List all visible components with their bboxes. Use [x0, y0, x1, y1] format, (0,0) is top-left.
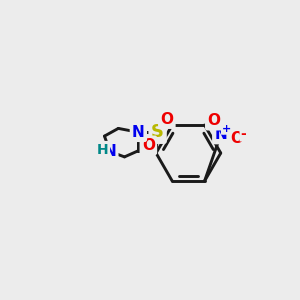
Text: O: O: [142, 138, 155, 153]
Text: S: S: [151, 123, 164, 141]
Text: +: +: [221, 124, 231, 134]
Text: O: O: [160, 112, 173, 127]
Text: -: -: [240, 127, 246, 141]
Text: N: N: [132, 125, 145, 140]
Text: O: O: [207, 113, 220, 128]
Text: N: N: [214, 127, 227, 142]
Text: O: O: [230, 131, 243, 146]
Text: N: N: [103, 144, 116, 159]
Text: H: H: [96, 143, 108, 157]
